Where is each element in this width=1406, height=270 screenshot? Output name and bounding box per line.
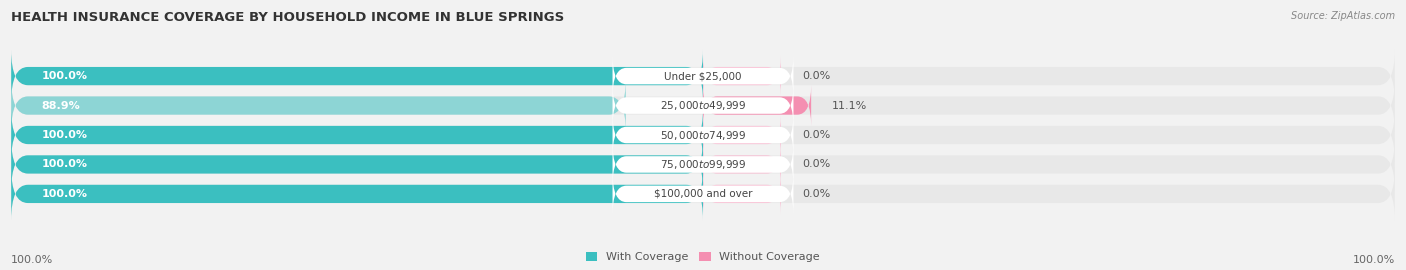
Text: 100.0%: 100.0% <box>42 71 87 81</box>
Text: Source: ZipAtlas.com: Source: ZipAtlas.com <box>1291 11 1395 21</box>
FancyBboxPatch shape <box>11 168 703 220</box>
FancyBboxPatch shape <box>11 50 1395 102</box>
FancyBboxPatch shape <box>11 50 703 102</box>
Text: 100.0%: 100.0% <box>42 160 87 170</box>
Text: HEALTH INSURANCE COVERAGE BY HOUSEHOLD INCOME IN BLUE SPRINGS: HEALTH INSURANCE COVERAGE BY HOUSEHOLD I… <box>11 11 564 24</box>
FancyBboxPatch shape <box>613 173 793 215</box>
Text: 0.0%: 0.0% <box>801 130 830 140</box>
Text: $75,000 to $99,999: $75,000 to $99,999 <box>659 158 747 171</box>
Text: 100.0%: 100.0% <box>42 189 87 199</box>
Text: 0.0%: 0.0% <box>801 160 830 170</box>
Text: 100.0%: 100.0% <box>11 255 53 265</box>
Text: $50,000 to $74,999: $50,000 to $74,999 <box>659 129 747 141</box>
FancyBboxPatch shape <box>11 168 1395 220</box>
FancyBboxPatch shape <box>11 79 1395 132</box>
FancyBboxPatch shape <box>703 115 780 155</box>
FancyBboxPatch shape <box>613 114 793 156</box>
FancyBboxPatch shape <box>703 144 780 185</box>
Text: $25,000 to $49,999: $25,000 to $49,999 <box>659 99 747 112</box>
Text: $100,000 and over: $100,000 and over <box>654 189 752 199</box>
FancyBboxPatch shape <box>11 109 703 161</box>
Text: 0.0%: 0.0% <box>801 71 830 81</box>
Legend: With Coverage, Without Coverage: With Coverage, Without Coverage <box>586 252 820 262</box>
Text: 0.0%: 0.0% <box>801 189 830 199</box>
FancyBboxPatch shape <box>613 143 793 186</box>
FancyBboxPatch shape <box>11 138 1395 191</box>
FancyBboxPatch shape <box>703 85 811 126</box>
Text: 11.1%: 11.1% <box>832 100 868 110</box>
Text: 100.0%: 100.0% <box>1353 255 1395 265</box>
FancyBboxPatch shape <box>11 138 703 191</box>
Text: 88.9%: 88.9% <box>42 100 80 110</box>
FancyBboxPatch shape <box>703 56 780 96</box>
Text: Under $25,000: Under $25,000 <box>664 71 742 81</box>
FancyBboxPatch shape <box>11 79 626 132</box>
FancyBboxPatch shape <box>613 84 793 127</box>
FancyBboxPatch shape <box>11 109 1395 161</box>
FancyBboxPatch shape <box>613 55 793 97</box>
FancyBboxPatch shape <box>703 174 780 214</box>
Text: 100.0%: 100.0% <box>42 130 87 140</box>
